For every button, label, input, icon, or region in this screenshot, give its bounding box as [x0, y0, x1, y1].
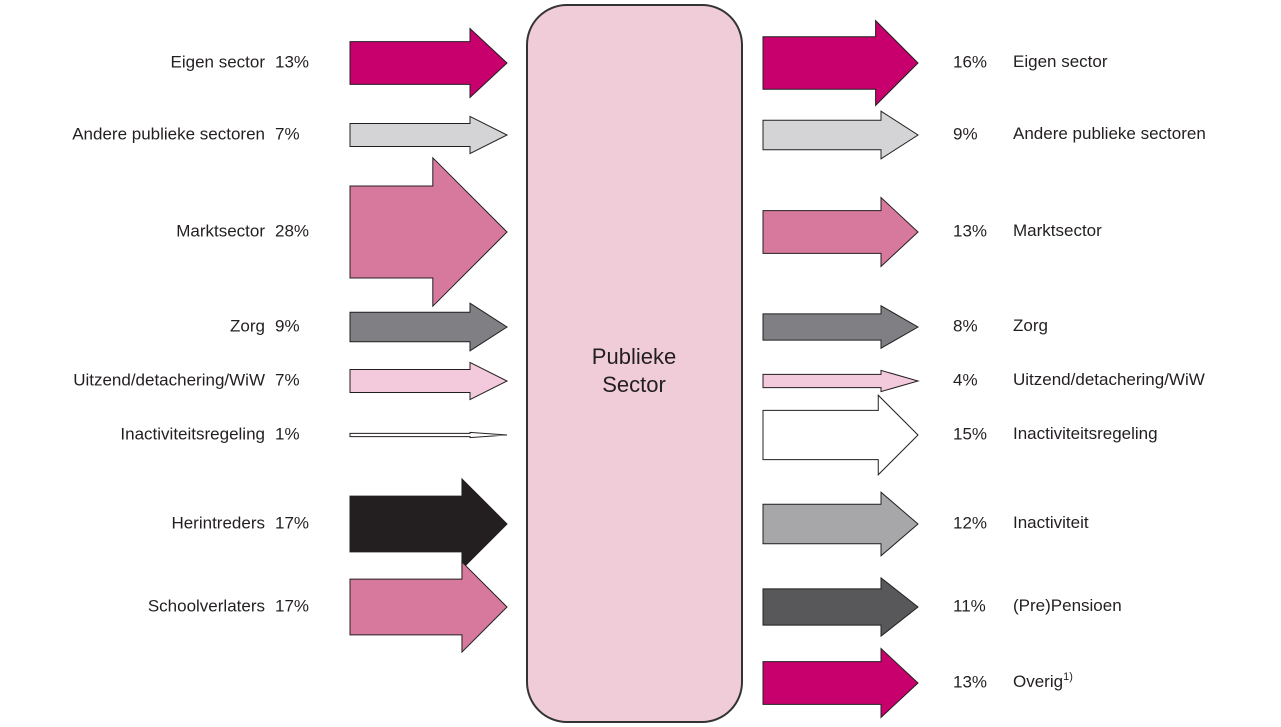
outflow-label-text: Uitzend/detachering/WiW	[1013, 370, 1205, 389]
footnote-marker: 1)	[1063, 671, 1073, 683]
flow-arrow	[349, 477, 508, 571]
flow-arrow	[349, 27, 508, 99]
inflow-value: 28%	[275, 221, 309, 240]
inflow-value: 17%	[275, 513, 309, 532]
inflow-value: 1%	[275, 424, 300, 443]
outflow-value: 8%	[953, 316, 978, 335]
flow-arrow	[762, 647, 919, 719]
outflow-value: 11%	[953, 596, 986, 615]
inflow-label: Herintreders	[171, 513, 265, 532]
inflow-value: 13%	[275, 52, 309, 71]
inflow-label: Marktsector	[176, 221, 265, 240]
flow-arrow	[762, 394, 919, 476]
outflow-label: Eigen sector	[1013, 52, 1108, 71]
flow-arrow	[762, 196, 919, 268]
inflow-value: 17%	[275, 596, 309, 615]
outflow-label-text: Overig	[1013, 672, 1063, 691]
center-box	[526, 4, 743, 723]
inflow-value: 7%	[275, 370, 300, 389]
flow-arrow	[762, 19, 919, 107]
inflow-label: Uitzend/detachering/WiW	[73, 370, 265, 389]
inflow-value: 9%	[275, 316, 300, 335]
outflow-label-text: Andere publieke sectoren	[1013, 124, 1206, 143]
inflow-label: Zorg	[230, 316, 265, 335]
outflow-label: Uitzend/detachering/WiW	[1013, 370, 1205, 389]
outflow-label-text: Marktsector	[1013, 221, 1102, 240]
outflow-label-text: Eigen sector	[1013, 52, 1108, 71]
flow-arrow	[349, 560, 508, 654]
inflow-value: 7%	[275, 124, 300, 143]
center-label: Publieke	[592, 344, 676, 369]
flow-arrow	[349, 156, 508, 308]
flow-arrow	[762, 369, 920, 393]
outflow-label-text: Zorg	[1013, 316, 1048, 335]
outflow-label-text: (Pre)Pensioen	[1013, 596, 1122, 615]
outflow-label: Zorg	[1013, 316, 1048, 335]
outflow-value: 13%	[953, 221, 987, 240]
outflow-value: 13%	[953, 672, 987, 691]
flow-arrow	[762, 110, 919, 160]
outflow-label: Marktsector	[1013, 221, 1102, 240]
flow-arrow	[762, 304, 920, 350]
outflow-label: Overig1)	[1013, 671, 1073, 692]
flow-arrow	[762, 491, 919, 557]
outflow-label-text: Inactiviteit	[1013, 513, 1089, 532]
outflow-value: 9%	[953, 124, 978, 143]
outflow-value: 15%	[953, 424, 987, 443]
inflow-label: Inactiviteitsregeling	[120, 424, 265, 443]
outflow-label: Inactiviteitsregeling	[1013, 424, 1158, 443]
flow-arrow	[349, 431, 508, 439]
outflow-label-text: Inactiviteitsregeling	[1013, 424, 1158, 443]
inflow-label: Eigen sector	[171, 52, 266, 71]
flow-arrow	[349, 361, 509, 401]
outflow-label: Inactiviteit	[1013, 513, 1089, 532]
outflow-label: Andere publieke sectoren	[1013, 124, 1206, 143]
inflow-label: Andere publieke sectoren	[72, 124, 265, 143]
outflow-value: 4%	[953, 370, 978, 389]
outflow-value: 16%	[953, 52, 987, 71]
flow-arrow	[349, 115, 509, 155]
inflow-label: Schoolverlaters	[148, 596, 265, 615]
flow-arrow	[349, 302, 508, 352]
flow-arrow	[762, 576, 919, 638]
center-label: Sector	[602, 372, 666, 397]
outflow-value: 12%	[953, 513, 987, 532]
outflow-label: (Pre)Pensioen	[1013, 596, 1122, 615]
